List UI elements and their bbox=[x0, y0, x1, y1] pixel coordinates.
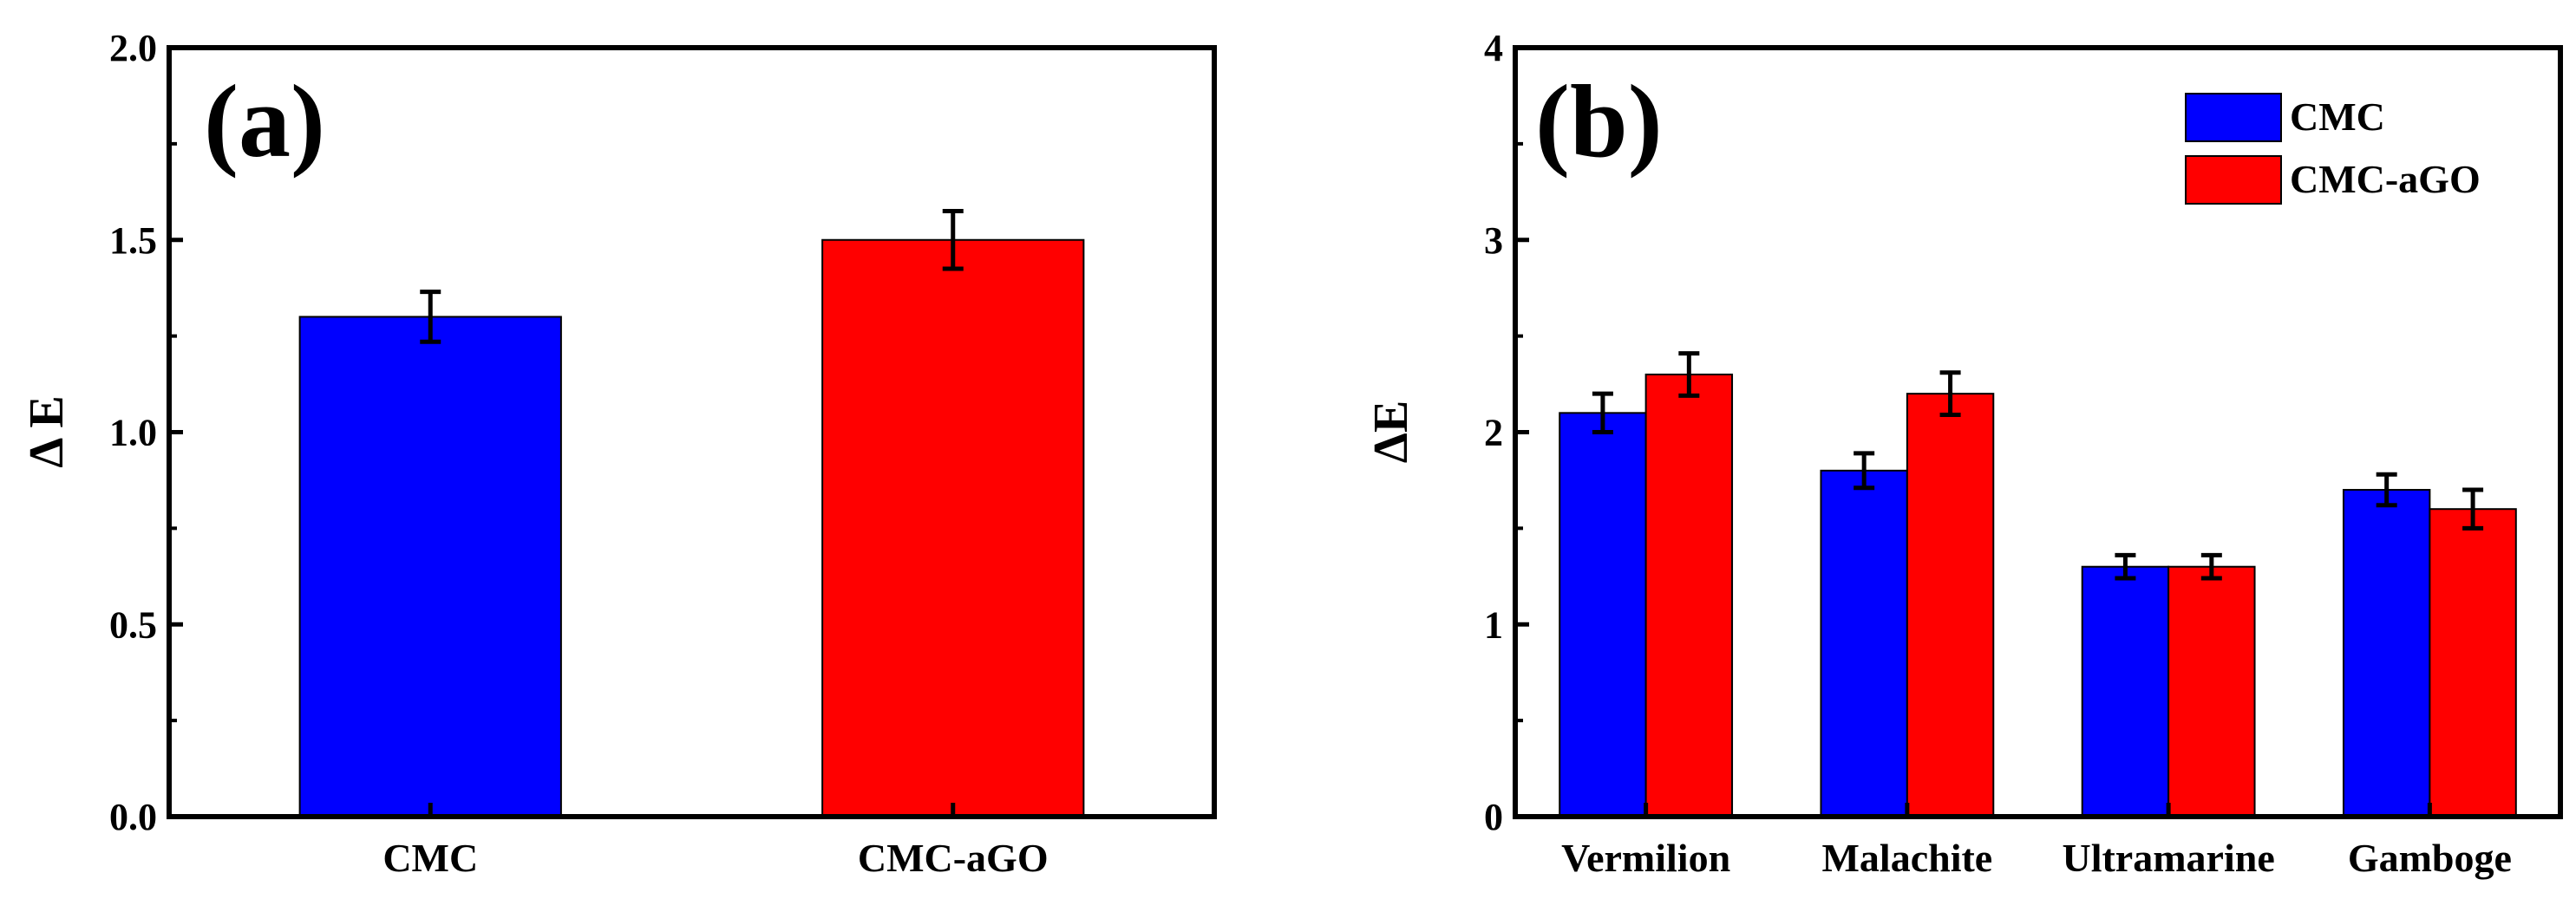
y-tick-label-2-0: 2.0 bbox=[109, 27, 157, 69]
error-bar-gamboge-cmc-ago bbox=[2462, 487, 2484, 531]
legend-swatch-cmc-ago bbox=[2185, 155, 2282, 205]
y-tick-label-0-0: 0.0 bbox=[109, 796, 157, 838]
y-tick-label-0-5: 0.5 bbox=[109, 603, 157, 646]
panel-a: 0.0 0.5 1.0 1.5 2.0 CMC CMC-aGO (a) Δ E bbox=[20, 27, 1217, 880]
bar-cmc bbox=[298, 316, 562, 818]
panel-b-bars bbox=[1559, 351, 2517, 818]
error-bar-ultramarine-cmc-ago bbox=[2200, 552, 2222, 581]
legend-label-cmc-ago: CMC-aGO bbox=[2290, 157, 2481, 201]
y-tick-label-2: 2 bbox=[1484, 412, 1503, 454]
x-tick-label-vermilion: Vermilion bbox=[1561, 836, 1730, 880]
bar-ultramarine-cmc bbox=[2081, 565, 2170, 818]
error-bar-malachite-cmc-ago bbox=[1939, 370, 1961, 418]
bar-vermilion-cmc-ago bbox=[1644, 373, 1734, 818]
error-bar-ultramarine-cmc bbox=[2115, 552, 2136, 581]
error-bar-vermilion-cmc bbox=[1592, 391, 1613, 434]
bar-vermilion-cmc bbox=[1559, 412, 1647, 818]
error-bar-gamboge-cmc bbox=[2376, 472, 2397, 508]
legend-label-cmc: CMC bbox=[2290, 94, 2385, 139]
bar-cmc-ago bbox=[821, 238, 1085, 818]
x-tick-label-cmc-ago: CMC-aGO bbox=[858, 836, 1049, 880]
panel-b-label: (b) bbox=[1535, 63, 1663, 179]
y-tick-label-1-0: 1.0 bbox=[109, 412, 157, 454]
bar-malachite-cmc bbox=[1820, 469, 1908, 818]
panel-b-y-ticks: 0 1 2 3 4 bbox=[1484, 27, 1529, 838]
panel-b-legend: CMC CMC-aGO bbox=[2185, 93, 2481, 205]
bar-malachite-cmc-ago bbox=[1906, 393, 1995, 818]
panel-a-label: (a) bbox=[204, 63, 325, 179]
x-tick-label-cmc: CMC bbox=[382, 836, 478, 880]
panel-a-y-ticks: 0.0 0.5 1.0 1.5 2.0 bbox=[109, 27, 183, 838]
error-bar-vermilion-cmc-ago bbox=[1678, 351, 1700, 398]
y-tick-label-1: 1 bbox=[1484, 603, 1503, 646]
y-tick-label-3: 3 bbox=[1484, 219, 1503, 262]
panel-b-x-ticks: Vermilion Malachite Ultramarine Gamboge bbox=[1561, 803, 2512, 880]
x-tick-label-malachite: Malachite bbox=[1822, 836, 1993, 880]
panel-a-y-axis-title: Δ E bbox=[20, 395, 74, 467]
error-bar-cmc bbox=[420, 290, 441, 344]
error-bar-malachite-cmc bbox=[1854, 451, 1875, 491]
panel-a-bars bbox=[298, 208, 1085, 818]
x-tick-label-ultramarine: Ultramarine bbox=[2062, 836, 2274, 880]
y-tick-label-0: 0 bbox=[1484, 796, 1503, 838]
y-tick-label-1-5: 1.5 bbox=[109, 219, 157, 262]
bar-ultramarine-cmc-ago bbox=[2167, 565, 2256, 818]
legend-swatch-cmc bbox=[2185, 93, 2282, 142]
panel-a-x-ticks: CMC CMC-aGO bbox=[382, 803, 1049, 880]
x-tick-label-gamboge: Gamboge bbox=[2348, 836, 2512, 880]
bar-gamboge-cmc-ago bbox=[2429, 508, 2517, 818]
panel-b: 0 1 2 3 4 Vermilion Malachite Ultramarine Gambo… bbox=[1364, 27, 2563, 880]
bar-gamboge-cmc bbox=[2342, 489, 2431, 818]
panel-b-y-axis-title: ΔE bbox=[1364, 401, 1418, 463]
error-bar-cmc-ago bbox=[942, 208, 964, 271]
y-tick-label-4: 4 bbox=[1484, 27, 1503, 69]
